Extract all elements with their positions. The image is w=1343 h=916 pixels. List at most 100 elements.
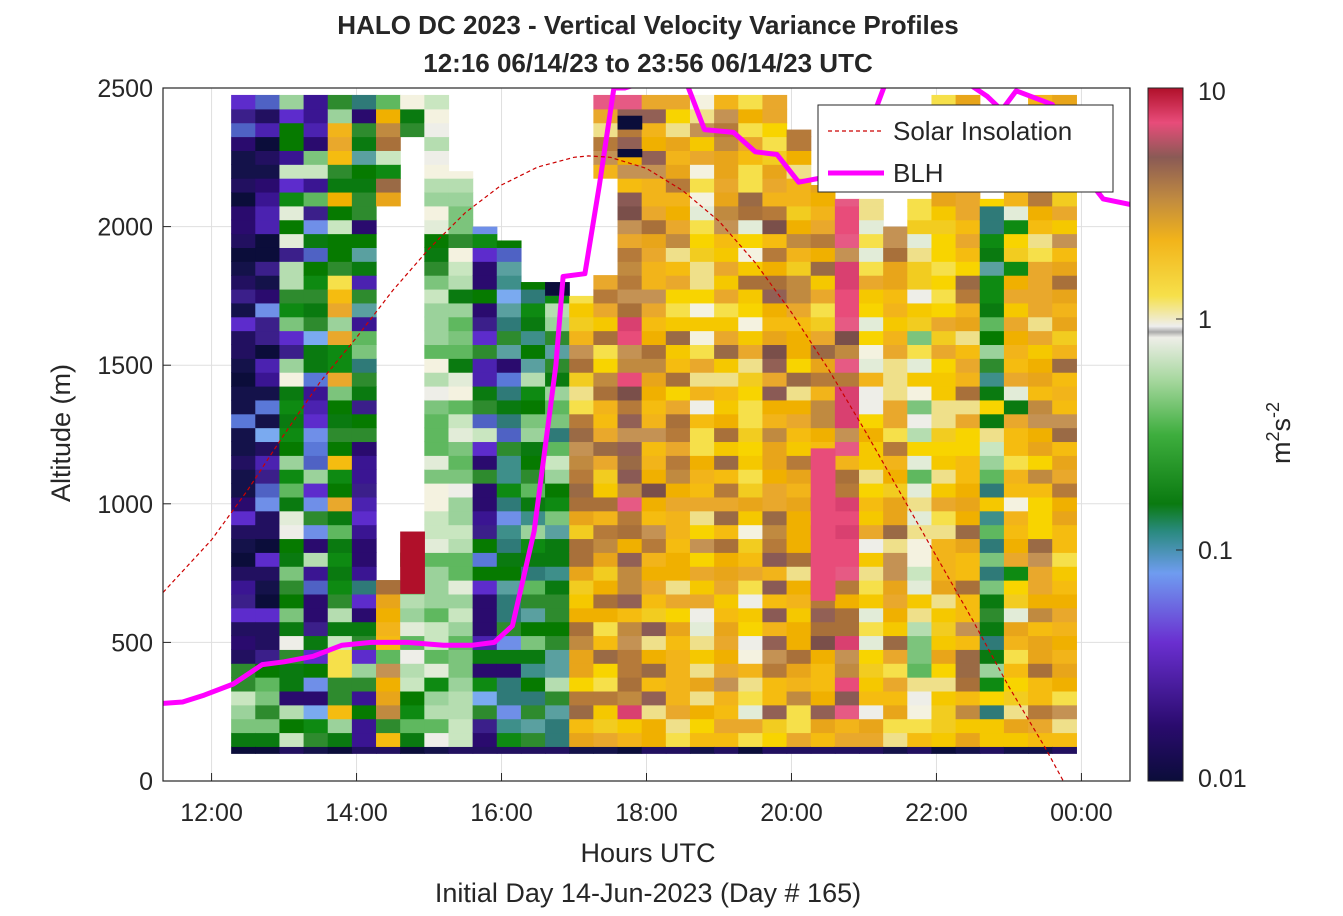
heatmap-cell — [303, 469, 329, 484]
heatmap-cell — [617, 690, 643, 706]
heatmap-cell — [689, 150, 715, 165]
heatmap-cell — [714, 302, 739, 318]
heatmap-cell — [931, 593, 957, 609]
heatmap-cell — [665, 247, 691, 262]
heatmap-cell — [231, 219, 256, 235]
heatmap-cell — [641, 178, 667, 193]
heatmap-cell — [255, 510, 281, 526]
heatmap-cell — [955, 219, 981, 235]
heatmap-cell — [665, 358, 691, 373]
heatmap-cell — [762, 108, 788, 124]
heatmap-cell — [593, 580, 619, 595]
heatmap-cell — [955, 455, 981, 470]
heatmap-cell — [931, 455, 957, 470]
heatmap-cell — [1028, 358, 1053, 373]
heatmap-cell — [255, 122, 281, 138]
heatmap-cell — [255, 302, 281, 318]
heatmap-cell — [810, 677, 836, 692]
heatmap-cell — [786, 372, 812, 387]
heatmap-cell — [617, 593, 643, 609]
heatmap-cell — [955, 427, 981, 443]
heatmap-cell — [883, 496, 908, 512]
heatmap-cell — [738, 330, 764, 346]
heatmap-cell — [231, 510, 256, 526]
heatmap-cell — [979, 580, 1005, 595]
heatmap-cell — [786, 718, 812, 734]
heatmap-cell — [859, 593, 884, 609]
heatmap-cell — [1028, 441, 1053, 456]
heatmap-cell — [545, 302, 570, 318]
heatmap-cell — [448, 275, 474, 290]
heatmap-cell — [1028, 635, 1053, 650]
heatmap-cell — [303, 566, 329, 581]
heatmap-cell — [834, 496, 860, 512]
heatmap-cell — [1003, 538, 1029, 553]
heatmap-cell — [714, 677, 739, 692]
heatmap-cell — [689, 732, 715, 747]
heatmap-cell — [569, 385, 594, 401]
heatmap-cell — [907, 621, 933, 637]
heatmap-cell — [303, 496, 329, 512]
heatmap-cell — [496, 538, 522, 553]
heatmap-cell — [883, 344, 908, 359]
heatmap-cell — [1052, 524, 1077, 540]
heatmap-cell — [859, 247, 884, 262]
heatmap-cell — [834, 635, 860, 650]
heatmap-cell — [472, 261, 498, 276]
heatmap-cell — [448, 746, 474, 754]
heatmap-cell — [738, 247, 764, 262]
heatmap-cell — [424, 358, 450, 373]
heatmap-cell — [955, 552, 981, 567]
heatmap-cell — [231, 122, 256, 138]
heatmap-cell — [448, 330, 474, 346]
heatmap-cell — [545, 607, 570, 623]
heatmap-cell — [1052, 732, 1077, 747]
heatmap-cell — [834, 261, 860, 276]
heatmap-cell — [545, 385, 570, 401]
heatmap-cell — [1003, 718, 1029, 734]
heatmap-cell — [255, 94, 281, 110]
heatmap-cell — [1003, 663, 1029, 678]
heatmap-cell — [834, 247, 860, 262]
heatmap-cell — [689, 344, 715, 359]
heatmap-cell — [883, 704, 908, 720]
heatmap-cell — [689, 496, 715, 512]
heatmap-cell — [955, 677, 981, 692]
heatmap-cell — [617, 704, 643, 720]
heatmap-cell — [472, 732, 498, 747]
heatmap-cell — [231, 288, 256, 304]
heatmap-cell — [327, 122, 353, 138]
heatmap-cell — [810, 635, 836, 650]
heatmap-cell — [327, 247, 353, 262]
heatmap-cell — [496, 580, 522, 595]
colorbar-tick-label: 10 — [1198, 78, 1226, 106]
heatmap-cell — [955, 483, 981, 498]
heatmap-cell — [1052, 635, 1077, 650]
heatmap-cell — [1003, 233, 1029, 248]
heatmap-cell — [303, 621, 329, 637]
heatmap-cell — [472, 552, 498, 567]
heatmap-cell — [738, 593, 764, 609]
heatmap-cell — [496, 261, 522, 276]
heatmap-cell — [810, 316, 836, 332]
heatmap-cell — [979, 302, 1005, 318]
heatmap-cell — [931, 524, 957, 540]
heatmap-cell — [279, 316, 305, 332]
heatmap-cell — [955, 372, 981, 387]
heatmap-cell — [738, 94, 764, 110]
heatmap-cell — [351, 247, 377, 262]
heatmap-cell — [859, 372, 884, 387]
heatmap-cell — [327, 580, 353, 595]
heatmap-cell — [786, 344, 812, 359]
heatmap-cell — [231, 150, 256, 165]
heatmap-cell — [883, 718, 908, 734]
heatmap-cell — [786, 524, 812, 540]
heatmap-cell — [834, 621, 860, 637]
heatmap-cell — [424, 732, 450, 747]
heatmap-cell — [931, 483, 957, 498]
heatmap-cell — [255, 358, 281, 373]
heatmap-cell — [1052, 677, 1077, 692]
heatmap-cell — [255, 330, 281, 346]
heatmap-cell — [231, 94, 256, 110]
